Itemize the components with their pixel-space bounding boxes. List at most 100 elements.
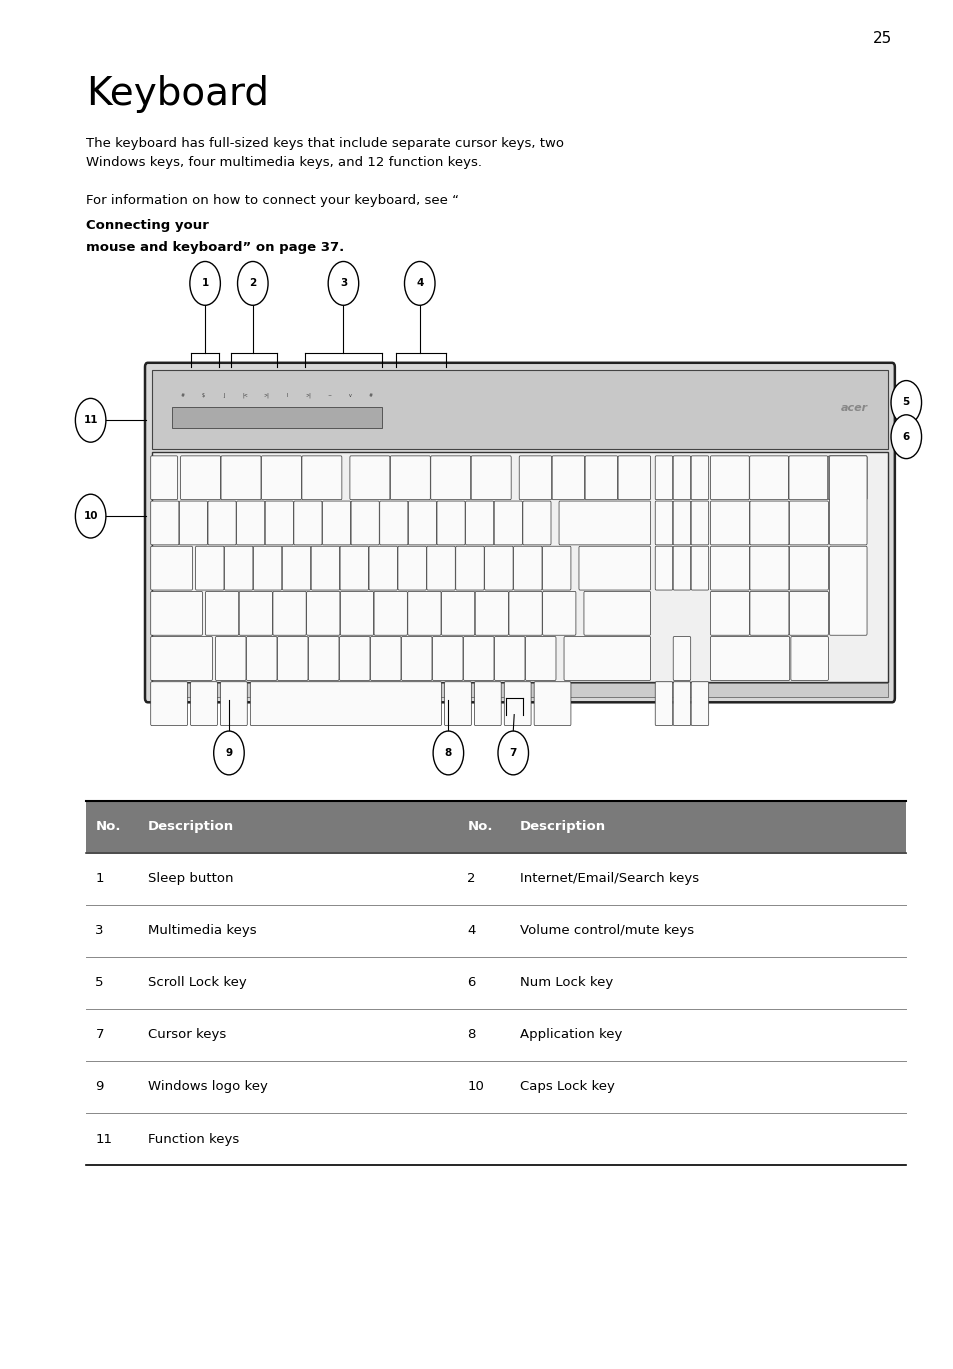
FancyBboxPatch shape [224,546,253,590]
FancyBboxPatch shape [246,637,276,680]
FancyBboxPatch shape [691,456,708,500]
Text: #: # [180,393,184,398]
Text: 2: 2 [467,872,476,886]
Text: Application key: Application key [519,1028,621,1042]
Text: Description: Description [148,820,233,834]
Text: v: v [348,393,352,398]
Text: Volume control/mute keys: Volume control/mute keys [519,924,694,938]
FancyBboxPatch shape [474,682,500,726]
Text: acer: acer [841,402,867,413]
FancyBboxPatch shape [236,501,265,545]
Text: 4: 4 [416,278,423,289]
Text: The keyboard has full-sized keys that include separate cursor keys, two
Windows : The keyboard has full-sized keys that in… [86,137,563,168]
FancyBboxPatch shape [277,637,308,680]
Text: Num Lock key: Num Lock key [519,976,613,990]
FancyBboxPatch shape [563,637,650,680]
FancyBboxPatch shape [673,501,690,545]
Text: 4: 4 [467,924,476,938]
FancyBboxPatch shape [151,682,188,726]
FancyBboxPatch shape [215,637,246,680]
Circle shape [497,731,528,775]
FancyBboxPatch shape [408,501,436,545]
FancyBboxPatch shape [508,591,541,635]
FancyBboxPatch shape [691,682,708,726]
FancyBboxPatch shape [504,682,531,726]
FancyBboxPatch shape [179,501,208,545]
Text: J: J [223,393,225,398]
FancyBboxPatch shape [542,546,570,590]
FancyBboxPatch shape [145,363,894,702]
FancyBboxPatch shape [444,682,471,726]
FancyBboxPatch shape [350,456,390,500]
Text: For information on how to connect your keyboard, see “: For information on how to connect your k… [86,194,458,207]
FancyBboxPatch shape [322,501,351,545]
FancyBboxPatch shape [407,591,440,635]
Text: 8: 8 [444,747,452,758]
FancyBboxPatch shape [827,456,866,500]
FancyBboxPatch shape [673,546,690,590]
Bar [152,683,887,697]
FancyBboxPatch shape [525,637,556,680]
FancyBboxPatch shape [220,682,247,726]
FancyBboxPatch shape [151,501,179,545]
FancyBboxPatch shape [311,546,339,590]
FancyBboxPatch shape [250,682,441,726]
Text: >|: >| [305,393,311,398]
Text: 10: 10 [467,1080,484,1094]
FancyBboxPatch shape [191,682,217,726]
FancyBboxPatch shape [265,501,294,545]
FancyBboxPatch shape [788,456,827,500]
Text: Connecting your: Connecting your [86,219,209,231]
Text: No.: No. [95,820,121,834]
FancyBboxPatch shape [351,501,379,545]
Text: 5: 5 [95,976,104,990]
FancyBboxPatch shape [441,591,475,635]
FancyBboxPatch shape [379,501,408,545]
FancyBboxPatch shape [673,637,690,680]
FancyBboxPatch shape [339,637,370,680]
FancyBboxPatch shape [494,637,524,680]
FancyBboxPatch shape [494,501,522,545]
FancyBboxPatch shape [558,501,650,545]
Text: 1: 1 [201,278,209,289]
FancyBboxPatch shape [710,546,749,590]
Text: I: I [286,393,288,398]
FancyBboxPatch shape [749,591,788,635]
Text: 5: 5 [902,397,909,408]
FancyBboxPatch shape [788,501,827,545]
Text: 7: 7 [95,1028,104,1042]
Text: Description: Description [519,820,605,834]
Text: 9: 9 [225,747,233,758]
FancyBboxPatch shape [513,546,541,590]
FancyBboxPatch shape [584,456,617,500]
Bar [172,407,381,428]
FancyBboxPatch shape [151,591,202,635]
FancyBboxPatch shape [253,546,281,590]
FancyBboxPatch shape [788,546,827,590]
Circle shape [890,381,921,424]
FancyBboxPatch shape [655,456,672,500]
FancyBboxPatch shape [542,591,576,635]
FancyBboxPatch shape [829,456,866,545]
FancyBboxPatch shape [431,456,470,500]
Text: Scroll Lock key: Scroll Lock key [148,976,247,990]
Bar [152,370,887,449]
FancyBboxPatch shape [475,591,508,635]
FancyBboxPatch shape [436,501,465,545]
Text: Cursor keys: Cursor keys [148,1028,226,1042]
FancyBboxPatch shape [239,591,273,635]
FancyBboxPatch shape [710,637,789,680]
Text: mouse and keyboard” on page 37.: mouse and keyboard” on page 37. [86,241,344,253]
FancyBboxPatch shape [710,501,749,545]
Circle shape [404,261,435,305]
FancyBboxPatch shape [208,501,236,545]
FancyBboxPatch shape [151,637,213,680]
FancyBboxPatch shape [578,546,650,590]
Text: 10: 10 [83,511,98,522]
FancyBboxPatch shape [463,637,494,680]
FancyBboxPatch shape [401,637,432,680]
FancyBboxPatch shape [484,546,513,590]
FancyBboxPatch shape [673,682,690,726]
FancyBboxPatch shape [710,456,748,500]
Bar [86,801,905,853]
